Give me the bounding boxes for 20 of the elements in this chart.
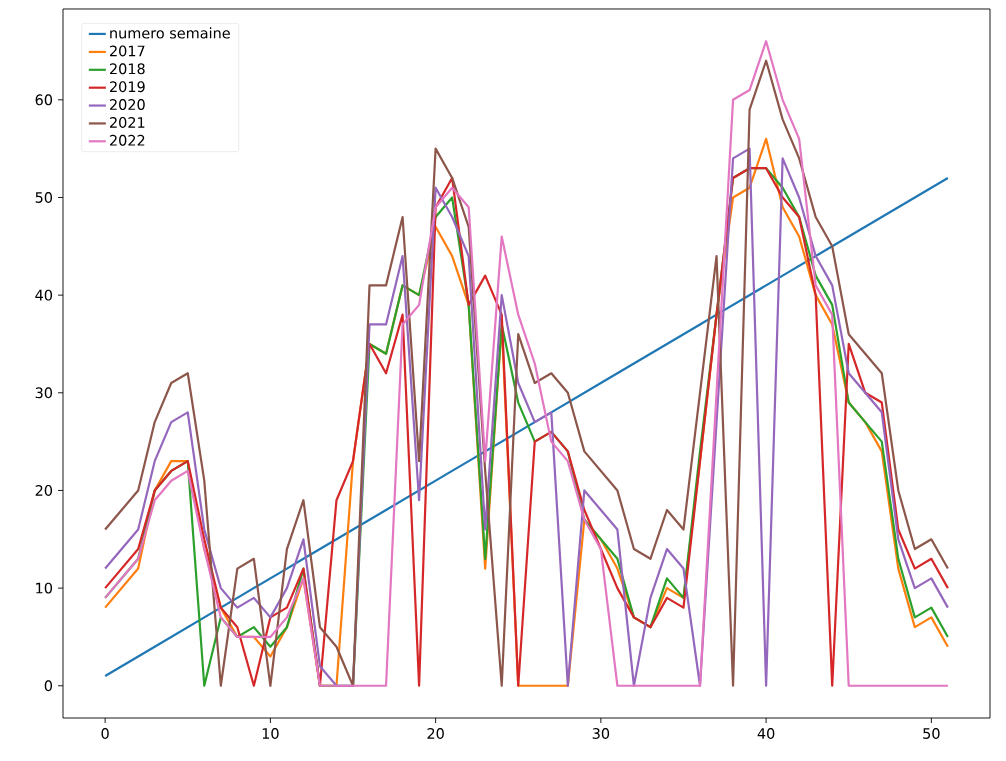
y-tick-label: 20 xyxy=(35,484,53,496)
legend-label: 2021 xyxy=(110,116,145,128)
y-tick-label: 30 xyxy=(35,387,53,399)
legend-label: 2017 xyxy=(110,45,145,57)
legend-label: numero semaine xyxy=(110,27,230,39)
y-tick-label: 0 xyxy=(44,680,53,692)
legend-label: 2020 xyxy=(110,99,145,111)
legend-label: 2019 xyxy=(110,81,145,93)
legend-label: 2022 xyxy=(110,134,145,146)
x-tick-label: 10 xyxy=(262,728,279,739)
x-tick-label: 20 xyxy=(427,728,444,739)
x-tick-label: 40 xyxy=(757,728,775,739)
legend-label: 2018 xyxy=(110,63,145,75)
y-tick-label: 40 xyxy=(35,289,53,301)
y-tick-label: 50 xyxy=(35,192,53,203)
y-tick-label: 60 xyxy=(35,94,53,106)
y-tick-label: 10 xyxy=(36,582,53,594)
x-tick-label: 50 xyxy=(923,728,940,739)
x-tick-label: 30 xyxy=(592,728,610,739)
x-tick-label: 0 xyxy=(101,728,109,739)
